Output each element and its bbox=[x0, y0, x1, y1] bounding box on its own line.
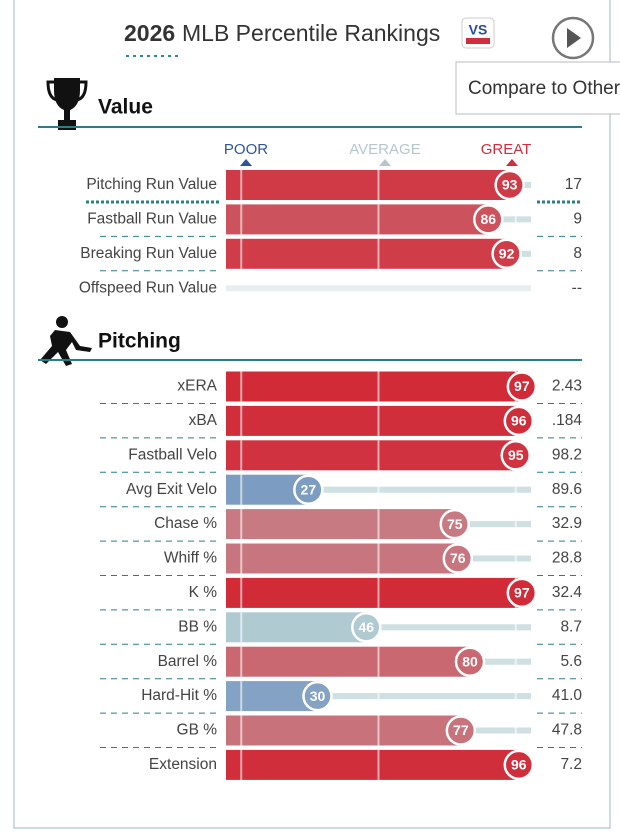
percentile-label: 46 bbox=[359, 619, 375, 635]
percentile-bar bbox=[226, 646, 470, 677]
percentile-bar bbox=[226, 577, 522, 608]
metric-label: Fastball Velo bbox=[128, 446, 217, 463]
metric-label: BB % bbox=[178, 618, 217, 635]
percentile-bubble bbox=[503, 749, 535, 781]
percentile-label: 95 bbox=[508, 447, 524, 463]
metric-value: 17 bbox=[565, 176, 582, 193]
percentile-bubble bbox=[506, 577, 538, 609]
percentile-label: 76 bbox=[450, 550, 466, 566]
percentile-bar bbox=[226, 440, 516, 471]
percentile-bubble bbox=[442, 543, 474, 574]
metric-label: K % bbox=[189, 584, 218, 601]
average-arrow bbox=[379, 159, 391, 166]
percentile-bubble bbox=[473, 204, 504, 235]
percentile-bar bbox=[226, 715, 461, 746]
percentile-bubble bbox=[293, 474, 324, 505]
metric-value: 8.7 bbox=[560, 618, 582, 635]
play-button[interactable] bbox=[551, 16, 595, 60]
percentile-bar bbox=[226, 170, 510, 200]
percentile-bar bbox=[226, 543, 458, 574]
percentile-bar bbox=[226, 612, 367, 643]
metric-label: Breaking Run Value bbox=[80, 245, 217, 262]
percentile-bar bbox=[226, 749, 519, 780]
percentile-label: 97 bbox=[514, 378, 530, 394]
section-title: Pitching bbox=[98, 330, 181, 353]
metric-value: 41.0 bbox=[552, 687, 583, 704]
metric-value: 5.6 bbox=[560, 653, 582, 670]
metric-value: 32.4 bbox=[552, 584, 583, 601]
metric-value: .184 bbox=[552, 412, 583, 429]
percentile-label: 77 bbox=[453, 722, 469, 738]
percentile-bar bbox=[226, 371, 522, 402]
percentile-label: 93 bbox=[502, 177, 518, 193]
metric-label: Chase % bbox=[154, 515, 217, 532]
metric-value: 32.9 bbox=[552, 515, 582, 532]
section-title: Value bbox=[98, 96, 153, 119]
tooltip: Compare to Other bbox=[468, 78, 620, 99]
track bbox=[226, 285, 531, 292]
percentile-bar bbox=[226, 204, 489, 235]
metric-label: xBA bbox=[189, 412, 218, 429]
percentile-bar bbox=[226, 238, 507, 269]
metric-value: 8 bbox=[573, 245, 582, 262]
great-arrow bbox=[506, 159, 518, 166]
percentile-label: 92 bbox=[499, 246, 515, 262]
metric-label: Barrel % bbox=[158, 653, 218, 670]
percentile-label: 86 bbox=[481, 211, 497, 227]
percentile-bubble bbox=[500, 440, 531, 471]
metric-value: 7.2 bbox=[560, 756, 582, 773]
percentile-bubble bbox=[494, 169, 525, 201]
metric-label: Extension bbox=[149, 756, 217, 773]
percentile-label: 96 bbox=[511, 413, 527, 429]
metric-value: 47.8 bbox=[552, 722, 582, 739]
metric-label: GB % bbox=[177, 722, 218, 739]
scale-poor: POOR bbox=[224, 141, 268, 158]
metric-value: -- bbox=[572, 279, 582, 296]
percentile-bubble bbox=[506, 371, 538, 402]
percentile-label: 96 bbox=[511, 757, 527, 773]
percentile-bubble bbox=[454, 646, 486, 677]
scale-average: AVERAGE bbox=[349, 141, 420, 158]
percentile-label: 80 bbox=[462, 653, 478, 669]
tooltip-box bbox=[455, 61, 620, 115]
percentile-label: 75 bbox=[447, 516, 463, 532]
percentile-label: 30 bbox=[310, 688, 326, 704]
percentile-bubble bbox=[439, 508, 470, 540]
metric-value: 89.6 bbox=[552, 481, 582, 498]
pitcher-icon bbox=[40, 316, 92, 366]
metric-label: Fastball Run Value bbox=[87, 210, 217, 227]
vs-icon[interactable]: VS bbox=[461, 17, 495, 49]
percentile-bubble bbox=[491, 238, 522, 270]
percentile-bubble bbox=[445, 715, 477, 746]
poor-arrow bbox=[240, 159, 252, 166]
trophy-icon bbox=[46, 78, 88, 130]
svg-text:VS: VS bbox=[469, 22, 488, 38]
percentile-bubble bbox=[503, 405, 535, 437]
title: MLB Percentile Rankings bbox=[182, 20, 440, 46]
scale-great: GREAT bbox=[481, 141, 532, 158]
percentile-bar bbox=[226, 509, 455, 540]
metric-label: xERA bbox=[177, 378, 217, 395]
metric-value: 2.43 bbox=[552, 378, 582, 395]
percentile-label: 27 bbox=[301, 481, 317, 497]
percentile-label: 97 bbox=[514, 585, 530, 601]
metric-label: Hard-Hit % bbox=[141, 687, 217, 704]
metric-value: 98.2 bbox=[552, 446, 582, 463]
metric-label: Whiff % bbox=[164, 550, 217, 567]
metric-value: 28.8 bbox=[552, 550, 582, 567]
metric-value: 9 bbox=[573, 210, 582, 227]
title-year: 2026 bbox=[124, 20, 175, 46]
percentile-bar bbox=[226, 405, 519, 436]
metric-label: Pitching Run Value bbox=[86, 176, 217, 193]
metric-label: Avg Exit Velo bbox=[126, 481, 217, 498]
metric-label: Offspeed Run Value bbox=[79, 279, 217, 296]
percentile-bubble bbox=[302, 680, 333, 712]
percentile-bubble bbox=[351, 612, 382, 643]
